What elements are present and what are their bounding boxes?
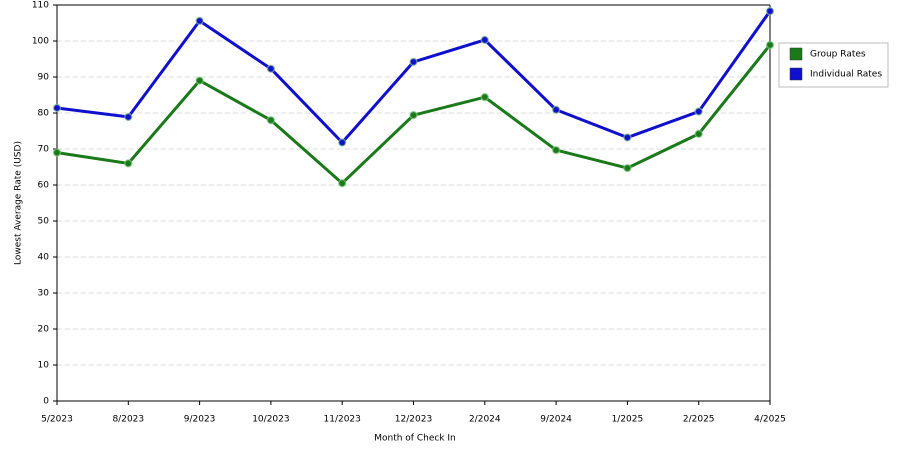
data-point: [480, 92, 490, 102]
data-point: [337, 138, 347, 147]
data-point: [765, 40, 775, 50]
x-tick-label: 10/2023: [252, 415, 289, 425]
data-point: [52, 148, 62, 157]
x-tick-label: 9/2024: [540, 415, 572, 425]
y-tick-label: 100: [32, 37, 49, 47]
legend-label: Group Rates: [810, 50, 866, 60]
data-point: [195, 16, 204, 26]
data-point: [195, 76, 204, 85]
y-tick-label: 50: [38, 217, 50, 227]
data-point: [409, 110, 418, 120]
data-point: [551, 105, 561, 115]
y-tick-label: 80: [38, 109, 50, 119]
x-tick-label: 11/2023: [324, 415, 361, 425]
data-point: [266, 64, 276, 73]
data-point: [266, 115, 276, 125]
data-point: [124, 159, 133, 168]
x-tick-label: 12/2023: [395, 415, 432, 425]
y-tick-label: 0: [43, 397, 49, 407]
y-axis-label: Lowest Average Rate (USD): [14, 141, 24, 265]
x-tick-label: 9/2023: [184, 415, 216, 425]
data-point: [124, 112, 133, 122]
x-tick-label: 5/2023: [41, 415, 73, 425]
data-point: [480, 35, 490, 45]
legend-label: Individual Rates: [810, 70, 882, 80]
data-point: [694, 107, 703, 116]
data-point: [623, 163, 632, 173]
legend-swatch: [789, 67, 803, 81]
y-tick-label: 10: [38, 361, 50, 371]
x-tick-label: 4/2025: [754, 415, 786, 425]
data-point: [551, 145, 561, 155]
x-tick-label: 2/2024: [469, 415, 501, 425]
data-point: [623, 133, 632, 142]
y-tick-label: 30: [38, 289, 50, 299]
y-tick-label: 40: [38, 253, 50, 263]
y-tick-label: 70: [38, 145, 50, 155]
x-axis-label: Month of Check In: [374, 434, 456, 444]
data-point: [409, 57, 418, 67]
y-tick-label: 20: [38, 325, 50, 335]
data-point: [52, 103, 62, 113]
y-tick-label: 110: [32, 1, 49, 11]
legend-swatch: [789, 47, 803, 61]
x-tick-label: 2/2025: [683, 415, 715, 425]
y-tick-label: 60: [38, 181, 50, 191]
x-tick-label: 1/2025: [612, 415, 644, 425]
data-point: [765, 6, 775, 16]
y-tick-label: 90: [38, 73, 50, 83]
data-point: [694, 129, 703, 139]
data-point: [337, 178, 347, 188]
x-tick-label: 8/2023: [112, 415, 144, 425]
